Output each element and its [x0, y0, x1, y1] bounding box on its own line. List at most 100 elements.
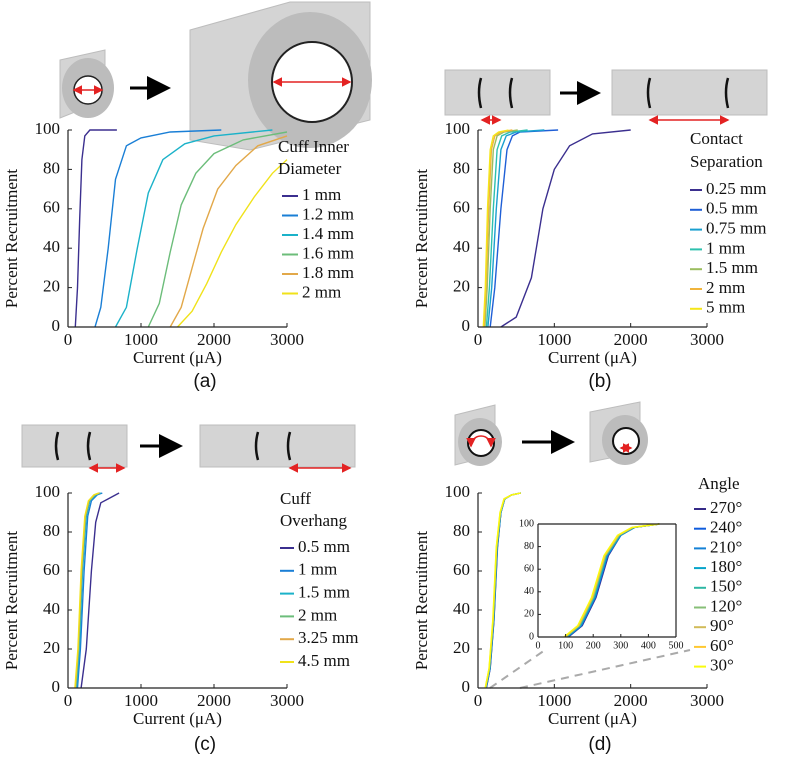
legend-title: Cuff	[280, 489, 311, 508]
legend-label: 1 mm	[302, 185, 341, 204]
y-tick-label: 40	[453, 599, 470, 618]
x-tick-label: 0	[64, 330, 73, 349]
inset-connector	[489, 649, 691, 689]
y-tick-label: 20	[524, 609, 534, 620]
series-line	[485, 492, 521, 689]
x-tick-label: 3000	[270, 691, 304, 710]
y-tick-label: 40	[43, 599, 60, 618]
illustration-b	[444, 69, 768, 125]
legend-label: 0.25 mm	[706, 179, 766, 198]
x-tick-label: 1000	[537, 691, 571, 710]
x-tick-label: 200	[586, 640, 601, 651]
y-tick-label: 80	[43, 158, 60, 177]
x-tick-label: 2000	[197, 330, 231, 349]
y-axis-label: Percent Recruitment	[2, 169, 21, 309]
legend-label: 0.75 mm	[706, 219, 766, 238]
x-tick-label: 3000	[690, 691, 724, 710]
x-tick-label: 0	[536, 640, 541, 651]
series-line	[80, 492, 120, 689]
series-line	[485, 492, 521, 689]
legend-label: 2 mm	[706, 278, 745, 297]
inset-background	[538, 524, 676, 637]
legend-label: 1 mm	[706, 238, 745, 257]
legend-label: 270°	[710, 498, 742, 517]
legend-label: 180°	[710, 557, 742, 576]
y-tick-label: 0	[52, 316, 61, 335]
inset-chart: 0 20 40 60 80 100 0 100 200 300 400 500	[519, 518, 684, 651]
x-tick-label: 0	[64, 691, 73, 710]
y-tick-label: 80	[43, 521, 60, 540]
y-tick-label: 60	[43, 198, 60, 217]
legend-label: 1.8 mm	[302, 263, 354, 282]
series-line	[484, 492, 521, 689]
legend-label: 30°	[710, 656, 734, 675]
y-tick-label: 60	[43, 560, 60, 579]
series-line	[485, 492, 521, 689]
y-tick-label: 40	[524, 586, 534, 597]
series-line	[176, 159, 288, 328]
x-tick-label: 300	[613, 640, 628, 651]
legend-label: 3.25 mm	[298, 628, 358, 647]
x-axis-label: Current (μA)	[133, 348, 222, 367]
y-axis-label: Percent Recruitment	[412, 169, 431, 309]
legend-label: 1.4 mm	[302, 224, 354, 243]
legend-label: 60°	[710, 636, 734, 655]
y-tick-label: 0	[529, 631, 534, 642]
x-tick-label: 0	[474, 330, 483, 349]
panel-caption: (d)	[588, 734, 611, 755]
legend-label: 1.6 mm	[302, 243, 354, 262]
x-tick-label: 1000	[124, 691, 158, 710]
y-tick-label: 100	[35, 119, 61, 138]
y-tick-label: 80	[453, 158, 470, 177]
y-tick-label: 100	[445, 482, 471, 501]
illustration-c	[21, 424, 356, 473]
series-line	[169, 135, 288, 328]
legend-label: 1 mm	[298, 560, 337, 579]
series-line	[484, 492, 521, 689]
series-line	[485, 492, 521, 689]
y-tick-label: 60	[453, 198, 470, 217]
legend-label: 1.5 mm	[706, 258, 758, 277]
series-line	[74, 492, 99, 689]
x-tick-label: 1000	[124, 330, 158, 349]
y-tick-label: 0	[462, 316, 471, 335]
y-tick-label: 100	[35, 482, 61, 501]
series-line	[482, 129, 509, 328]
legend-label: 2 mm	[298, 605, 337, 624]
y-tick-label: 20	[453, 277, 470, 296]
x-tick-label: 500	[669, 640, 684, 651]
panel-caption: (c)	[194, 734, 216, 755]
legend-label: 0.5 mm	[706, 199, 758, 218]
legend-title: Angle	[698, 474, 740, 493]
illustration-d	[454, 401, 648, 466]
x-axis-label: Current (μA)	[548, 709, 637, 728]
legend-label: 0.5 mm	[298, 537, 350, 556]
y-axis-label: Percent Recruitment	[2, 531, 21, 671]
series-line	[74, 129, 117, 328]
y-tick-label: 80	[453, 521, 470, 540]
legend-title: Overhang	[280, 511, 348, 530]
y-tick-label: 60	[524, 563, 534, 574]
y-tick-label: 60	[453, 560, 470, 579]
x-tick-label: 2000	[614, 691, 648, 710]
legend-title: Contact	[690, 129, 743, 148]
x-tick-label: 100	[558, 640, 573, 651]
y-tick-label: 40	[453, 237, 470, 256]
x-tick-label: 1000	[537, 330, 571, 349]
y-tick-label: 80	[524, 541, 534, 552]
legend-label: 5 mm	[706, 298, 745, 317]
legend-label: 90°	[710, 616, 734, 635]
legend-label: 210°	[710, 537, 742, 556]
series-line	[147, 131, 288, 328]
series-line	[500, 129, 631, 328]
legend-title: Cuff Inner	[278, 137, 349, 156]
x-tick-label: 3000	[270, 330, 304, 349]
legend-label: 1.5 mm	[298, 583, 350, 602]
legend-title: Separation	[690, 152, 763, 171]
x-tick-label: 0	[474, 691, 483, 710]
